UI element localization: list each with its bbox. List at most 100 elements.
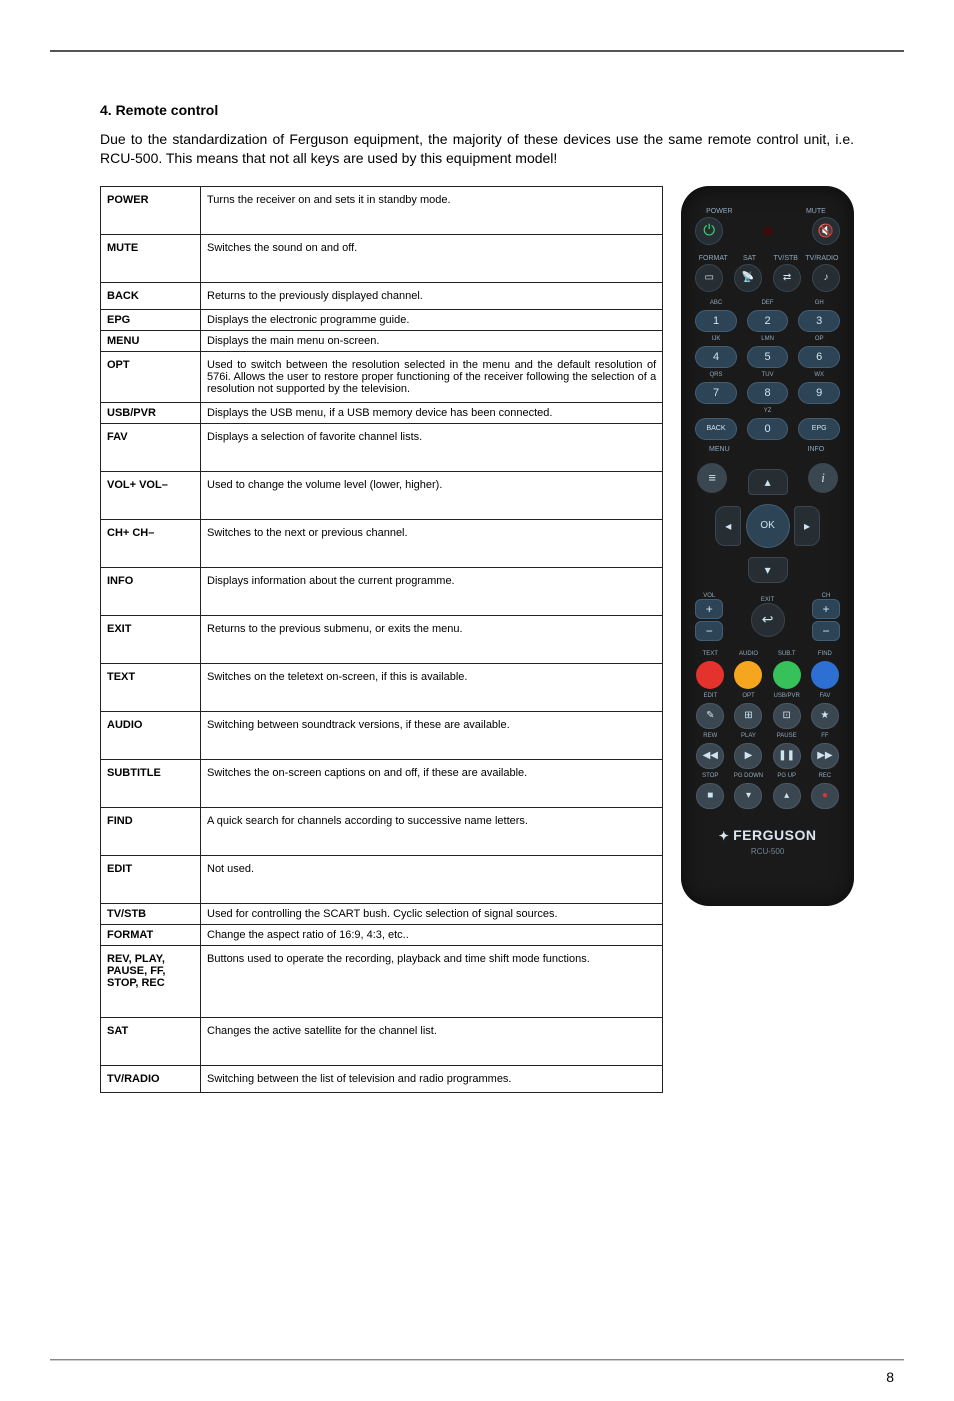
- num-button-back[interactable]: BACK: [695, 418, 737, 440]
- table-key: CH+ CH–: [101, 519, 201, 567]
- info-label: INFO: [792, 446, 840, 453]
- transport-button-rew[interactable]: ◀◀: [696, 743, 724, 769]
- vol-up-button[interactable]: +: [695, 599, 723, 619]
- num-button-7[interactable]: 7: [695, 382, 737, 404]
- table-value: Changes the active satellite for the cha…: [201, 1017, 663, 1065]
- gray-button-edit[interactable]: ✎: [696, 703, 724, 729]
- num-button-3[interactable]: 3: [798, 310, 840, 332]
- menu-label: MENU: [695, 446, 743, 453]
- num-button-5[interactable]: 5: [747, 346, 789, 368]
- table-key: BACK: [101, 282, 201, 309]
- num-button-epg[interactable]: EPG: [798, 418, 840, 440]
- table-value: Used for controlling the SCART bush. Cyc…: [201, 903, 663, 924]
- num-button-6[interactable]: 6: [798, 346, 840, 368]
- num-button-0[interactable]: 0: [747, 418, 789, 440]
- gray-button-opt[interactable]: ⊞: [734, 703, 762, 729]
- table-value: Displays a selection of favorite channel…: [201, 423, 663, 471]
- num-label: TUV: [747, 372, 789, 378]
- color-button-text[interactable]: [696, 661, 724, 689]
- color-label: TEXT: [695, 651, 725, 657]
- num-button-1[interactable]: 1: [695, 310, 737, 332]
- exit-button[interactable]: ↩: [751, 603, 785, 637]
- page-number: 8: [886, 1369, 894, 1385]
- table-value: Change the aspect ratio of 16:9, 4:3, et…: [201, 924, 663, 945]
- tvstb-button[interactable]: ⇄: [773, 264, 801, 292]
- mute-label: MUTE: [792, 208, 840, 215]
- tvradio-button[interactable]: ♪: [812, 264, 840, 292]
- num-label: ABC: [695, 300, 737, 306]
- num-label: WX: [798, 372, 840, 378]
- color-button-audio[interactable]: [734, 661, 762, 689]
- transport-label: PG DOWN: [733, 773, 763, 779]
- table-value: Used to change the volume level (lower, …: [201, 471, 663, 519]
- color-button-find[interactable]: [811, 661, 839, 689]
- ok-button[interactable]: OK: [746, 504, 790, 548]
- transport-button-pause[interactable]: ❚❚: [773, 743, 801, 769]
- power-button[interactable]: ⏻: [695, 217, 723, 245]
- gray-label: EDIT: [695, 693, 725, 699]
- exit-label: EXIT: [751, 597, 785, 603]
- num-button-4[interactable]: 4: [695, 346, 737, 368]
- table-key: MENU: [101, 330, 201, 351]
- number-grid: ABCDEFGH123IJKLMNOP456QRSTUVWX789YZBACK0…: [695, 300, 840, 440]
- mute-button[interactable]: 🔇: [812, 217, 840, 245]
- table-key: VOL+ VOL–: [101, 471, 201, 519]
- format-button[interactable]: ▭: [695, 264, 723, 292]
- color-button-sub.t[interactable]: [773, 661, 801, 689]
- section-heading: 4. Remote control: [100, 102, 854, 118]
- power-label: POWER: [695, 208, 743, 215]
- right-button[interactable]: ▸: [794, 506, 820, 546]
- table-value: Returns to the previously displayed chan…: [201, 282, 663, 309]
- led-indicator: [763, 226, 773, 236]
- num-button-9[interactable]: 9: [798, 382, 840, 404]
- table-key: EXIT: [101, 615, 201, 663]
- sat-button[interactable]: 📡: [734, 264, 762, 292]
- transport-button-pg-up[interactable]: ▴: [773, 783, 801, 809]
- left-button[interactable]: ◂: [715, 506, 741, 546]
- num-button-2[interactable]: 2: [747, 310, 789, 332]
- menu-button[interactable]: ≡: [697, 463, 727, 493]
- table-value: Switches on the teletext on-screen, if t…: [201, 663, 663, 711]
- transport-button-stop[interactable]: ■: [696, 783, 724, 809]
- table-value: Buttons used to operate the recording, p…: [201, 945, 663, 1017]
- table-key: USB/PVR: [101, 402, 201, 423]
- color-label: AUDIO: [733, 651, 763, 657]
- sat-label: SAT: [731, 255, 767, 262]
- ch-up-button[interactable]: +: [812, 599, 840, 619]
- transport-button-ff[interactable]: ▶▶: [811, 743, 839, 769]
- gray-label: USB/PVR: [772, 693, 802, 699]
- table-value: Displays information about the current p…: [201, 567, 663, 615]
- format-label: FORMAT: [695, 255, 731, 262]
- num-label: YZ: [747, 408, 789, 414]
- footer-rule: [50, 1359, 904, 1361]
- transport-button-pg-down[interactable]: ▾: [734, 783, 762, 809]
- tvradio-label: TV/RADIO: [804, 255, 840, 262]
- num-label: LMN: [747, 336, 789, 342]
- table-value: Turns the receiver on and sets it in sta…: [201, 186, 663, 234]
- ch-down-button[interactable]: −: [812, 621, 840, 641]
- transport-button-play[interactable]: ▶: [734, 743, 762, 769]
- table-value: Switching between the list of television…: [201, 1065, 663, 1092]
- gray-button-fav[interactable]: ★: [811, 703, 839, 729]
- transport-button-rec[interactable]: ●: [811, 783, 839, 809]
- up-button[interactable]: ▴: [748, 469, 788, 495]
- info-button[interactable]: i: [808, 463, 838, 493]
- transport-row-1: REWPLAYPAUSEFF◀◀▶❚❚▶▶: [695, 733, 840, 769]
- table-value: Displays the electronic programme guide.: [201, 309, 663, 330]
- table-value: Returns to the previous submenu, or exit…: [201, 615, 663, 663]
- table-value: Displays the USB menu, if a USB memory d…: [201, 402, 663, 423]
- num-label: [798, 408, 840, 414]
- table-value: Switches the sound on and off.: [201, 234, 663, 282]
- vol-down-button[interactable]: −: [695, 621, 723, 641]
- brand-label: FERGUSON: [695, 827, 840, 843]
- num-button-8[interactable]: 8: [747, 382, 789, 404]
- gray-button-usb-pvr[interactable]: ⊡: [773, 703, 801, 729]
- remote-illustration: POWERMUTE ⏻ 🔇 FORMAT SAT TV/STB TV/RADIO…: [681, 186, 854, 906]
- table-key: REV, PLAY, PAUSE, FF, STOP, REC: [101, 945, 201, 1017]
- transport-label: STOP: [695, 773, 725, 779]
- table-key: POWER: [101, 186, 201, 234]
- table-value: Not used.: [201, 855, 663, 903]
- table-value: A quick search for channels according to…: [201, 807, 663, 855]
- transport-label: PLAY: [733, 733, 763, 739]
- down-button[interactable]: ▾: [748, 557, 788, 583]
